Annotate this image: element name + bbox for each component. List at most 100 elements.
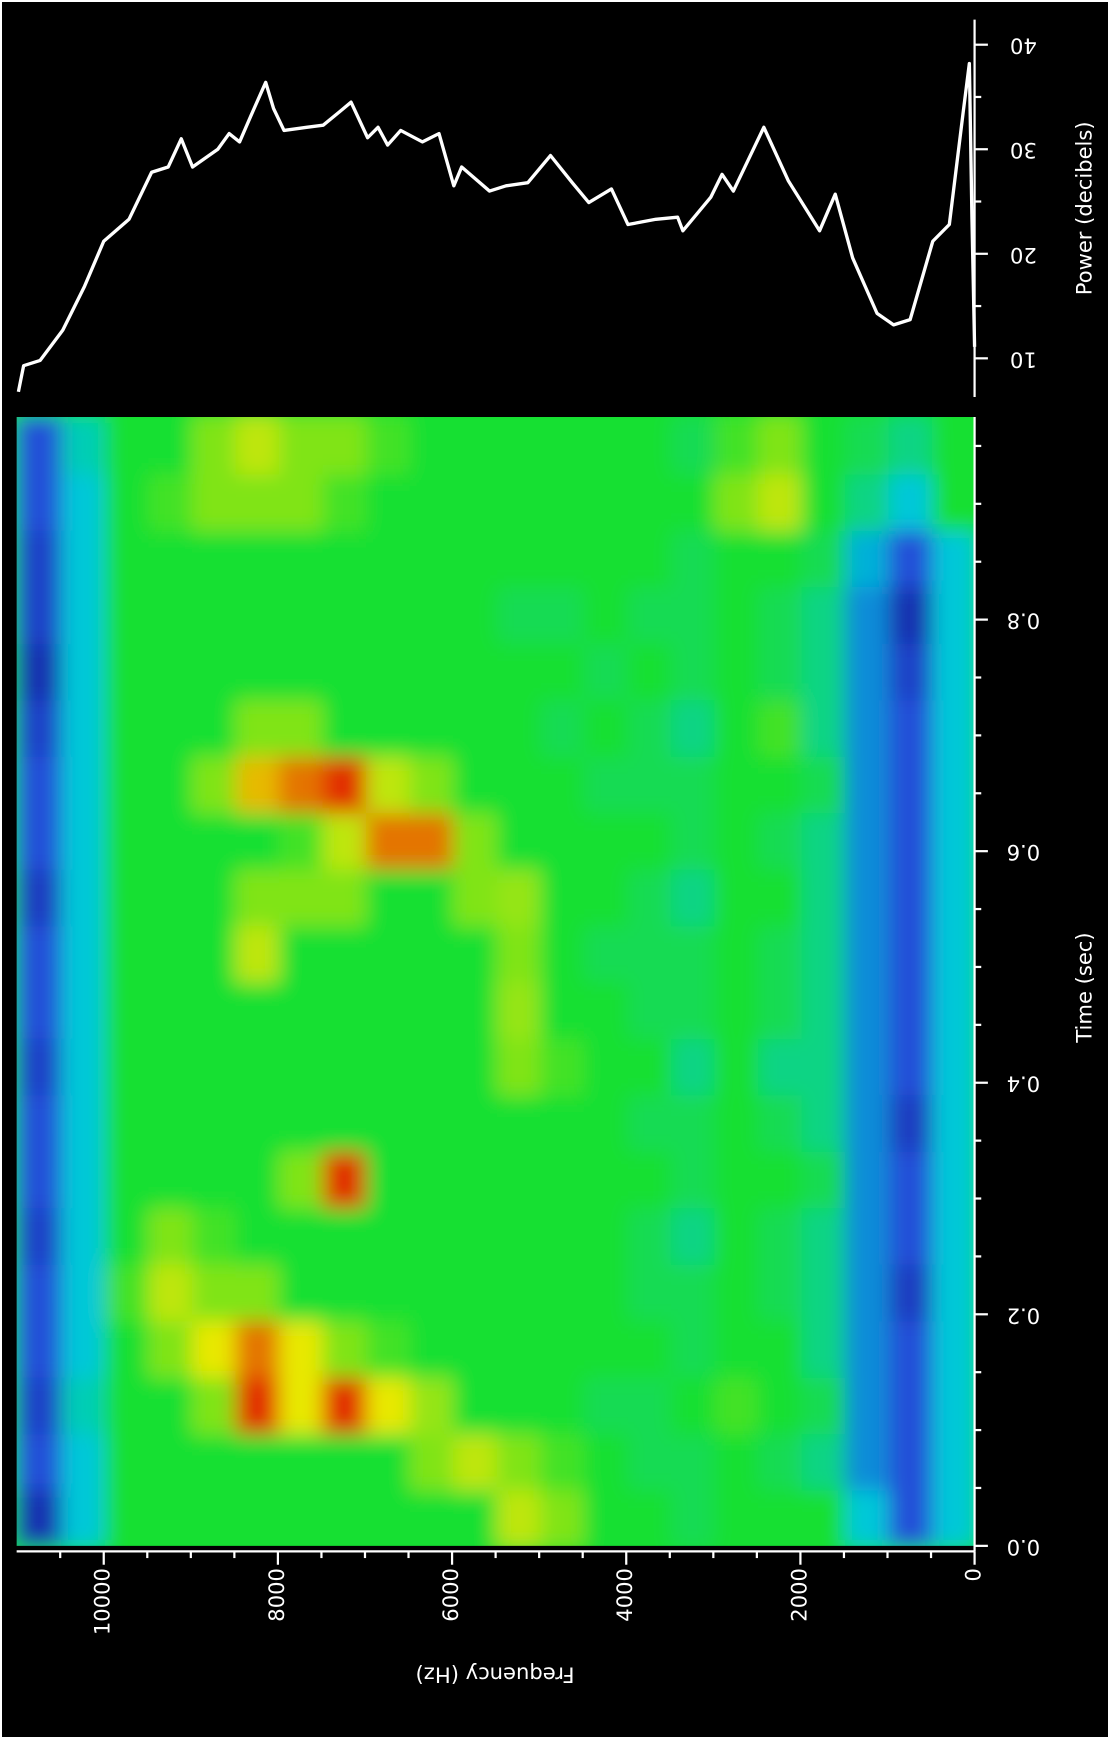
spectrogram-cell bbox=[625, 416, 671, 475]
spectrogram-cell bbox=[538, 1037, 584, 1096]
page: Time (sec) Frequency (Hz) Power (decibel… bbox=[0, 0, 1110, 1739]
spectrogram-cell bbox=[320, 1206, 366, 1265]
spectrogram-cell bbox=[799, 811, 845, 870]
spectrogram-cell bbox=[407, 867, 453, 926]
spectrogram-cell bbox=[233, 1037, 279, 1096]
spectrogram-cell bbox=[190, 867, 236, 926]
spectrogram-cell bbox=[320, 529, 366, 588]
spectrogram-cell bbox=[886, 585, 932, 644]
spectrogram-clip bbox=[0, 395, 997, 1568]
spectrogram-cell bbox=[320, 980, 366, 1039]
y-axis-label: Frequency (Hz) bbox=[416, 1663, 575, 1688]
spectrogram-cell bbox=[451, 1432, 497, 1491]
spectrogram-cell bbox=[538, 1093, 584, 1152]
spectrogram-cell bbox=[756, 416, 802, 475]
spectrogram-cell bbox=[451, 924, 497, 983]
spectrogram-cell bbox=[233, 1263, 279, 1322]
spectrogram-cell bbox=[103, 1206, 149, 1265]
spectrogram-cell bbox=[625, 924, 671, 983]
spectrogram-cell bbox=[625, 472, 671, 531]
spectrogram-cell bbox=[364, 980, 410, 1039]
spectrogram-cell bbox=[756, 585, 802, 644]
spectrogram-cell bbox=[233, 1432, 279, 1491]
spectrogram-cell bbox=[146, 698, 192, 757]
x-tick-label: 0.8 bbox=[1007, 609, 1041, 634]
spectrogram-cell bbox=[799, 1037, 845, 1096]
spectrogram-cell bbox=[364, 1037, 410, 1096]
spectrogram-cell bbox=[495, 755, 541, 814]
spectrogram-cell bbox=[16, 1037, 62, 1096]
spectrogram-cell bbox=[190, 1037, 236, 1096]
spectrogram-cell bbox=[16, 1093, 62, 1152]
spectrogram-cell bbox=[364, 642, 410, 701]
spectrogram-cell bbox=[59, 529, 105, 588]
spectrogram-cell bbox=[146, 1093, 192, 1152]
spectrogram-cell bbox=[712, 1037, 758, 1096]
spectrogram-cell bbox=[16, 1375, 62, 1434]
spectrogram-cell bbox=[190, 698, 236, 757]
spectrogram-cell bbox=[843, 1488, 889, 1547]
spectrogram-cell bbox=[407, 1150, 453, 1209]
spectrogram-cell bbox=[625, 1263, 671, 1322]
spectrogram-cell bbox=[712, 1206, 758, 1265]
spectrogram-cell bbox=[582, 472, 628, 531]
spectrogram-cell bbox=[495, 1432, 541, 1491]
spectrogram-cell bbox=[625, 698, 671, 757]
spectrogram-cell bbox=[582, 924, 628, 983]
power-tick-label: 20 bbox=[1010, 243, 1037, 268]
spectrogram-cell bbox=[843, 1375, 889, 1434]
spectrogram-cell bbox=[538, 1488, 584, 1547]
spectrogram-cell bbox=[930, 1150, 976, 1209]
spectrogram-cell bbox=[669, 980, 715, 1039]
spectrogram-cell bbox=[407, 1263, 453, 1322]
spectrogram-cell bbox=[799, 1432, 845, 1491]
spectrogram-cell bbox=[930, 642, 976, 701]
power-tick-label: 40 bbox=[1010, 34, 1037, 59]
spectrogram-cell bbox=[495, 416, 541, 475]
spectrogram-cell bbox=[886, 1263, 932, 1322]
spectrogram-cell bbox=[756, 642, 802, 701]
spectrogram-cell bbox=[712, 1150, 758, 1209]
spectrogram-cell bbox=[930, 1488, 976, 1547]
spectrogram-cell bbox=[364, 585, 410, 644]
spectrogram-cell bbox=[669, 867, 715, 926]
spectrogram-cell bbox=[146, 1037, 192, 1096]
spectrogram-cell bbox=[669, 1150, 715, 1209]
spectrogram-cell bbox=[799, 1206, 845, 1265]
x-tick-label: 0.0 bbox=[1007, 1535, 1041, 1560]
spectrogram-cell bbox=[930, 416, 976, 475]
spectrogram-cell bbox=[364, 1150, 410, 1209]
spectrogram-cell bbox=[712, 585, 758, 644]
spectrogram-cell bbox=[495, 529, 541, 588]
spectrogram-cell bbox=[277, 472, 323, 531]
spectrogram-cell bbox=[582, 1037, 628, 1096]
spectrogram-cell bbox=[59, 585, 105, 644]
spectrogram-cell bbox=[407, 1037, 453, 1096]
spectrogram-cell bbox=[190, 1375, 236, 1434]
spectrogram-cell bbox=[669, 698, 715, 757]
spectrogram-cell bbox=[233, 867, 279, 926]
spectrogram-cell bbox=[103, 416, 149, 475]
spectrogram-cell bbox=[886, 811, 932, 870]
spectrogram-cell bbox=[103, 642, 149, 701]
spectrogram-cell bbox=[625, 867, 671, 926]
spectrogram-cell bbox=[233, 924, 279, 983]
spectrogram-cell bbox=[277, 1037, 323, 1096]
spectrogram-cell bbox=[843, 980, 889, 1039]
spectrogram-cell bbox=[538, 472, 584, 531]
spectrogram-cell bbox=[582, 980, 628, 1039]
spectrogram-cell bbox=[364, 867, 410, 926]
spectrogram-cell bbox=[886, 1319, 932, 1378]
spectrogram-cell bbox=[799, 1263, 845, 1322]
spectrogram-cell bbox=[669, 1206, 715, 1265]
spectrogram-cell bbox=[582, 1432, 628, 1491]
spectrogram-cell bbox=[756, 924, 802, 983]
spectrogram-cell bbox=[59, 416, 105, 475]
spectrogram-cell bbox=[843, 585, 889, 644]
spectrogram-cell bbox=[930, 698, 976, 757]
spectrogram-cell bbox=[190, 1488, 236, 1547]
spectrogram-cell bbox=[886, 755, 932, 814]
spectrogram-cell bbox=[16, 416, 62, 475]
spectrogram-cell bbox=[886, 1432, 932, 1491]
spectrogram-cell bbox=[16, 472, 62, 531]
